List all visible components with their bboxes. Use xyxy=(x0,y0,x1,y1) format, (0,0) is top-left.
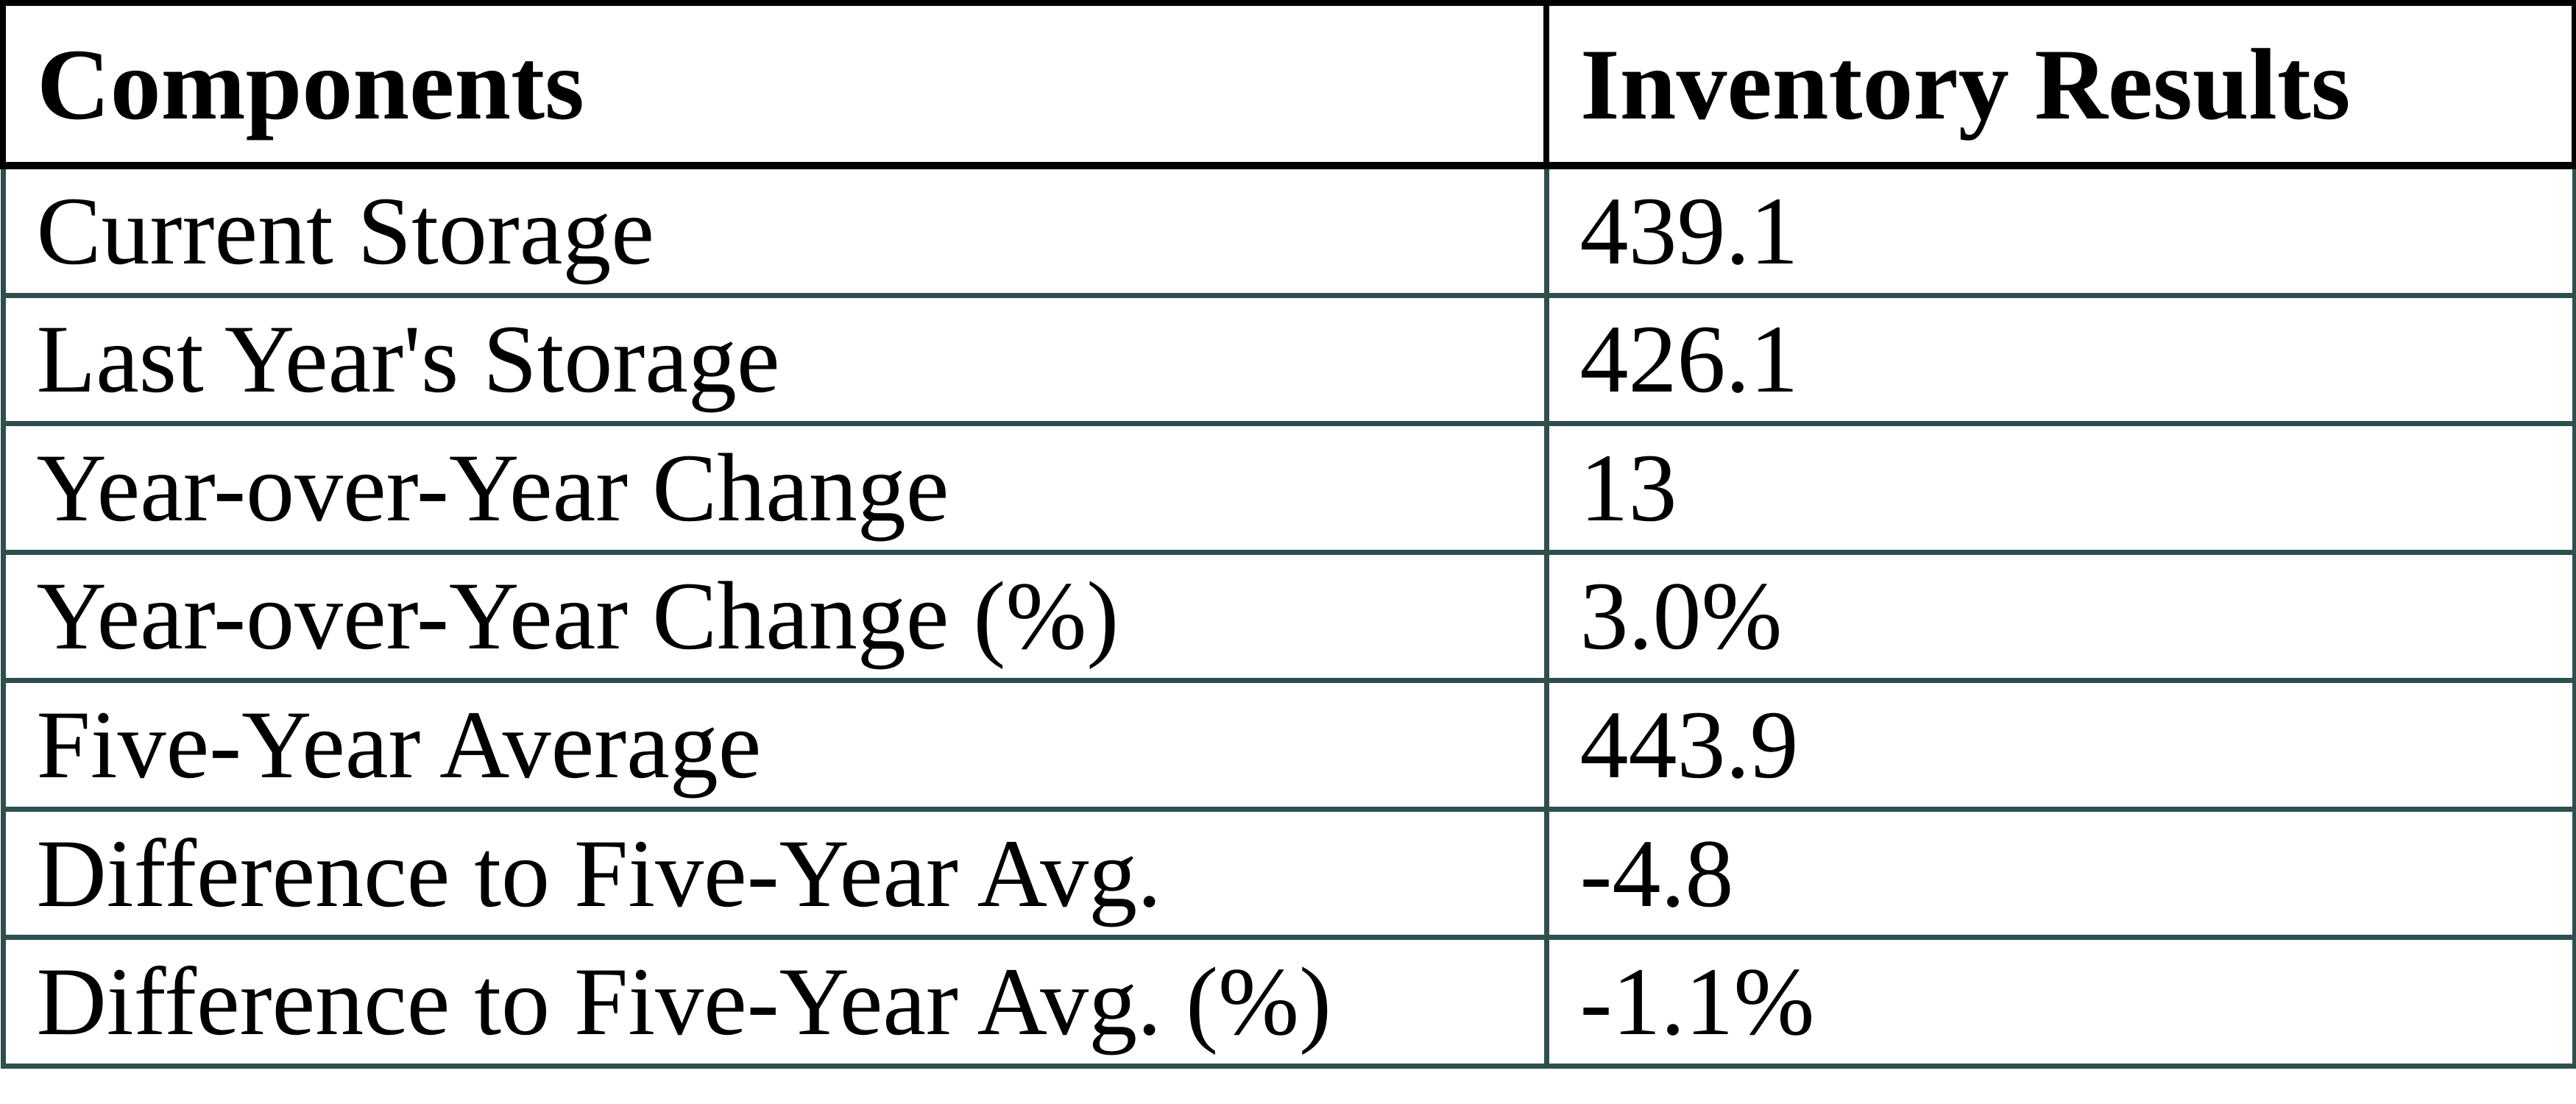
component-cell: Difference to Five-Year Avg. (%) xyxy=(0,935,1549,1069)
component-cell: Year-over-Year Change xyxy=(0,421,1549,555)
table-row: Last Year's Storage 426.1 xyxy=(0,292,2576,427)
table-row: Five-Year Average 443.9 xyxy=(0,678,2576,812)
value-cell: 443.9 xyxy=(1543,678,2576,812)
table-header-row: Components Inventory Results xyxy=(0,0,2576,169)
value-cell: 439.1 xyxy=(1543,163,2576,298)
component-cell: Five-Year Average xyxy=(0,678,1549,812)
component-cell: Current Storage xyxy=(0,163,1549,298)
table-row: Difference to Five-Year Avg. -4.8 xyxy=(0,806,2576,941)
table-row: Current Storage 439.1 xyxy=(0,163,2576,298)
inventory-results-table: Components Inventory Results Current Sto… xyxy=(0,0,2576,1069)
column-header-components: Components xyxy=(0,0,1549,169)
value-cell: 3.0% xyxy=(1543,549,2576,684)
component-cell: Difference to Five-Year Avg. xyxy=(0,806,1549,941)
column-header-inventory-results: Inventory Results xyxy=(1543,0,2576,169)
table-row: Difference to Five-Year Avg. (%) -1.1% xyxy=(0,935,2576,1069)
component-cell: Year-over-Year Change (%) xyxy=(0,549,1549,684)
component-cell: Last Year's Storage xyxy=(0,292,1549,427)
value-cell: 13 xyxy=(1543,421,2576,555)
value-cell: -1.1% xyxy=(1543,935,2576,1069)
value-cell: 426.1 xyxy=(1543,292,2576,427)
table-body: Current Storage 439.1 Last Year's Storage 4… xyxy=(0,163,2576,1069)
table-row: Year-over-Year Change 13 xyxy=(0,421,2576,555)
value-cell: -4.8 xyxy=(1543,806,2576,941)
table-row: Year-over-Year Change (%) 3.0% xyxy=(0,549,2576,684)
